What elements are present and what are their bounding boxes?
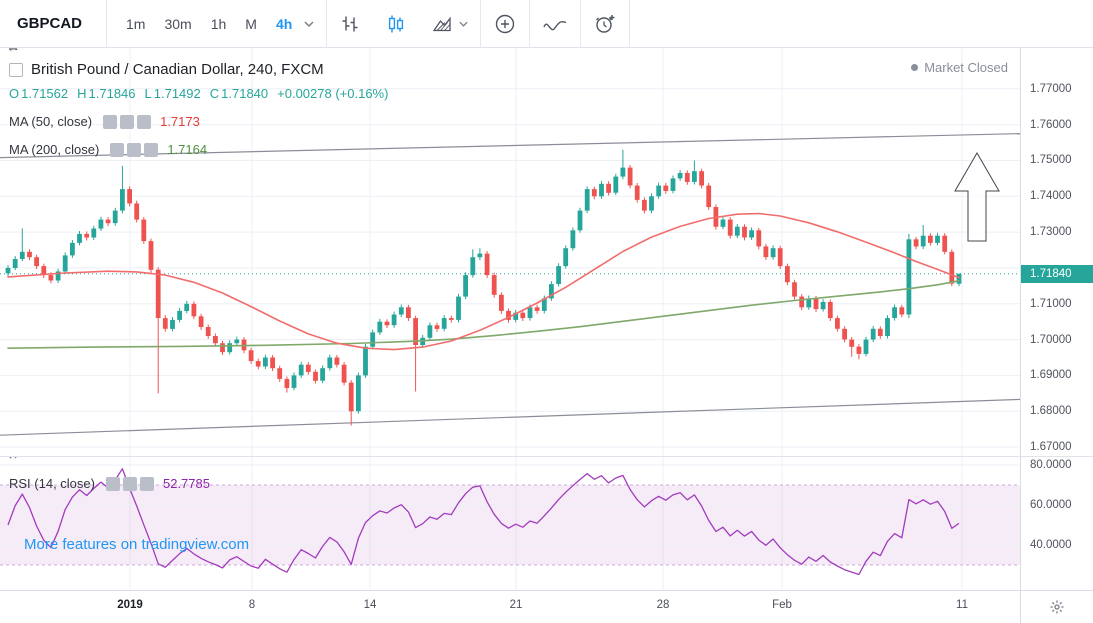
- time-tick-label: 21: [509, 599, 523, 611]
- time-tick-label: 28: [656, 599, 670, 611]
- settings-button[interactable]: [10, 457, 137, 491]
- ma50-controls: [9, 49, 152, 129]
- time-tick-label: 11: [956, 599, 968, 611]
- candlestick-style-button[interactable]: [373, 0, 419, 48]
- eye-button[interactable]: [9, 49, 118, 129]
- plus-circle-icon: [496, 14, 515, 33]
- close-icon: [10, 49, 18, 57]
- interval-button-M[interactable]: M: [245, 15, 257, 32]
- open-value: 1.71562: [21, 86, 69, 101]
- bar-chart-style-button[interactable]: [327, 0, 373, 48]
- settings-button[interactable]: [10, 49, 142, 157]
- time-tick-label: 8: [248, 599, 256, 611]
- interval-button-1m[interactable]: 1m: [126, 15, 146, 32]
- eye-button[interactable]: [9, 49, 125, 157]
- symbol-button[interactable]: GBPCAD: [17, 15, 83, 32]
- pane-divider[interactable]: [0, 456, 1093, 457]
- toolbar-divider: [629, 0, 631, 48]
- tradingview-watermark-link[interactable]: More features on tradingview.com: [24, 536, 250, 553]
- gear-icon: [1050, 600, 1064, 614]
- area-chart-icon: [433, 16, 451, 31]
- ohlc-values: O 1.71562 H 1.71846 L 1.71492 C 1.71840 +0.0…: [9, 86, 390, 101]
- chevron-down-icon: [459, 21, 468, 27]
- settings-gear-button[interactable]: [1049, 599, 1065, 615]
- close-button[interactable]: [10, 49, 152, 129]
- curve-tool-button[interactable]: [530, 0, 580, 48]
- price-tick-label: 1.68000: [1030, 405, 1072, 417]
- rsi-tick-label: 40.0000: [1030, 539, 1072, 551]
- close-value: 1.71840: [221, 86, 269, 101]
- rsi-pane[interactable]: RSI (14, close) 52.7785 More features on…: [0, 456, 1020, 590]
- price-tick-label: 1.75000: [1030, 154, 1072, 166]
- close-icon: [10, 457, 18, 465]
- pane-legend: British Pound / Canadian Dollar, 240, FX…: [9, 48, 390, 157]
- rsi-value: 52.7785: [162, 476, 210, 491]
- ma200-value: 1.7164: [167, 142, 208, 157]
- market-status: Market Closed: [911, 60, 1008, 75]
- close-label: C: [209, 86, 220, 101]
- chart-title[interactable]: British Pound / Canadian Dollar, 240, FX…: [31, 61, 324, 78]
- open-label: O: [9, 86, 20, 101]
- price-scale[interactable]: 1.77000 1.76000 1.75000 1.74000 1.73000 1.710…: [1020, 48, 1093, 590]
- collapse-pane-button[interactable]: [9, 48, 23, 77]
- toolbar-divider: [480, 0, 482, 48]
- change-value: +0.00278 (+0.16%): [277, 86, 389, 101]
- high-value: 1.71846: [88, 86, 136, 101]
- rsi-tick-label: 60.0000: [1030, 499, 1072, 511]
- time-tick-label: 2019: [117, 599, 143, 611]
- toolbar-divider: [580, 0, 582, 48]
- time-tick-label: 14: [363, 599, 377, 611]
- time-tick-label: Feb: [772, 599, 792, 611]
- rsi-chart: [0, 456, 1020, 590]
- interval-button-4h[interactable]: 4h: [275, 15, 293, 32]
- high-label: H: [77, 86, 87, 101]
- ma50-value: 1.7173: [160, 114, 200, 129]
- ma50-label[interactable]: MA (50, close): [9, 114, 93, 129]
- ma200-controls: [9, 49, 159, 157]
- price-tick-label: 1.67000: [1030, 441, 1072, 453]
- ma200-label[interactable]: MA (200, close): [9, 142, 100, 157]
- scale-settings-corner: [1020, 590, 1093, 623]
- toolbar-divider: [326, 0, 328, 48]
- rsi-label[interactable]: RSI (14, close): [9, 476, 95, 491]
- chart-toolbar: GBPCAD 1m 30m 1h M 4h: [0, 0, 1093, 48]
- bars-icon: [342, 16, 358, 31]
- price-tick-label: 1.77000: [1030, 83, 1072, 95]
- candlestick-icon: [389, 15, 404, 32]
- time-scale[interactable]: 2019 8 14 21 28 Feb 11: [0, 590, 1020, 623]
- alert-button[interactable]: [581, 0, 629, 48]
- toolbar-divider: [529, 0, 531, 48]
- candlestick-chart: [0, 48, 1020, 456]
- price-tick-label: 1.70000: [1030, 334, 1072, 346]
- toolbar-divider: [106, 0, 108, 48]
- price-tick-label: 1.73000: [1030, 226, 1072, 238]
- interval-button-1h[interactable]: 1h: [210, 15, 227, 32]
- low-label: L: [144, 86, 152, 101]
- interval-group: 1m 30m 1h M 4h: [107, 16, 302, 32]
- compare-button[interactable]: [481, 0, 529, 48]
- low-value: 1.71492: [153, 86, 201, 101]
- price-tick-label: 1.69000: [1030, 369, 1072, 381]
- market-status-text: Market Closed: [924, 60, 1008, 75]
- price-tick-label: 1.76000: [1030, 119, 1072, 131]
- settings-button[interactable]: [10, 49, 135, 129]
- status-dot-icon: [911, 64, 919, 71]
- price-tick-label: 1.74000: [1030, 190, 1072, 202]
- interval-button-30m[interactable]: 30m: [164, 15, 192, 32]
- up-arrow-drawing[interactable]: [954, 152, 1000, 242]
- close-button[interactable]: [10, 457, 154, 491]
- alarm-clock-plus-icon: [596, 14, 615, 33]
- rsi-legend: RSI (14, close) 52.7785: [9, 456, 210, 491]
- rsi-tick-label: 80.0000: [1030, 459, 1072, 471]
- price-pane[interactable]: British Pound / Canadian Dollar, 240, FX…: [0, 48, 1020, 456]
- price-tick-label: 1.71000: [1030, 298, 1072, 310]
- eye-button[interactable]: [9, 457, 120, 491]
- rsi-controls: [9, 457, 154, 491]
- curve-icon: [543, 20, 567, 30]
- close-button[interactable]: [10, 49, 159, 157]
- last-price-badge: 1.71840: [1021, 265, 1093, 283]
- area-style-button[interactable]: [419, 0, 480, 48]
- interval-chevron-down-icon[interactable]: [302, 21, 326, 27]
